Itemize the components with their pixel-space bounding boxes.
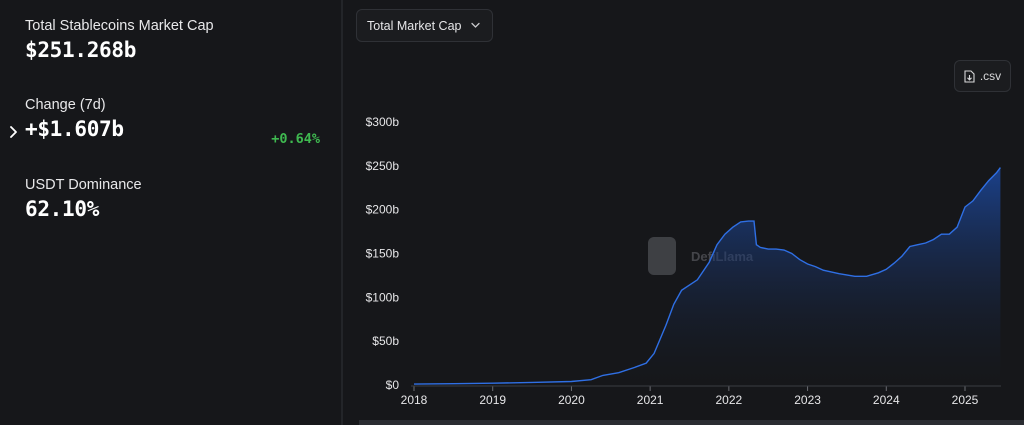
y-tick-label: $250b bbox=[366, 159, 400, 173]
y-tick-label: $100b bbox=[366, 290, 400, 304]
file-download-icon bbox=[964, 69, 975, 83]
range-slider-bar[interactable] bbox=[359, 420, 1024, 425]
market-cap-line bbox=[413, 167, 1001, 385]
csv-button-label: .csv bbox=[979, 69, 1002, 83]
change-value: +$1.607b bbox=[25, 117, 124, 141]
x-tick-label: 2021 bbox=[637, 393, 664, 407]
x-tick-label: 2020 bbox=[558, 393, 585, 407]
y-tick-label: $300b bbox=[366, 115, 400, 129]
change-label: Change (7d) bbox=[25, 97, 106, 113]
x-tick-label: 2023 bbox=[794, 393, 821, 407]
x-tick-label: 2024 bbox=[873, 393, 900, 407]
chevron-right-icon[interactable] bbox=[8, 124, 20, 140]
change-stat: Change (7d) +$1.607b bbox=[25, 97, 124, 141]
market-cap-label: Total Stablecoins Market Cap bbox=[25, 18, 214, 34]
panel-divider bbox=[341, 0, 343, 425]
y-tick-label: $200b bbox=[366, 203, 400, 217]
x-tick-label: 2022 bbox=[716, 393, 743, 407]
stats-panel: Total Stablecoins Market Cap $251.268b C… bbox=[0, 0, 340, 425]
dominance-stat: USDT Dominance 62.10% bbox=[25, 177, 142, 221]
market-cap-stat: Total Stablecoins Market Cap $251.268b bbox=[25, 18, 214, 62]
market-cap-chart: DefiLlama $0$50b$100b$150b$200b$250b$300… bbox=[359, 115, 1024, 425]
y-tick-label: $50b bbox=[372, 334, 399, 348]
change-percent: +0.64% bbox=[271, 131, 320, 147]
x-tick-label: 2019 bbox=[479, 393, 506, 407]
market-cap-value: $251.268b bbox=[25, 38, 137, 62]
market-cap-area bbox=[414, 167, 1001, 385]
chart-panel: Total Market Cap .csv DefiLlama $0$50b$1… bbox=[343, 0, 1024, 425]
metric-dropdown[interactable]: Total Market Cap bbox=[356, 9, 493, 42]
y-tick-label: $150b bbox=[366, 247, 400, 261]
dominance-value: 62.10% bbox=[25, 197, 100, 221]
dominance-label: USDT Dominance bbox=[25, 177, 142, 193]
x-tick-label: 2018 bbox=[401, 393, 428, 407]
x-tick-label: 2025 bbox=[952, 393, 979, 407]
llama-logo-icon bbox=[648, 237, 676, 275]
y-tick-label: $0 bbox=[386, 378, 400, 392]
csv-download-button[interactable]: .csv bbox=[954, 60, 1011, 92]
chevron-down-icon bbox=[471, 22, 480, 28]
metric-dropdown-label: Total Market Cap bbox=[367, 18, 462, 33]
